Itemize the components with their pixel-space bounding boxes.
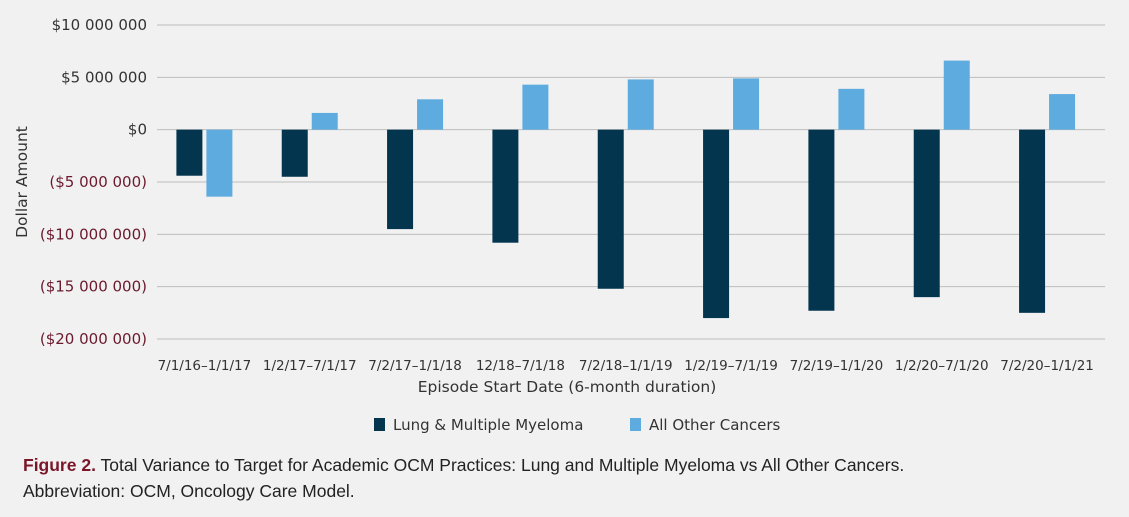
x-tick-label: 7/2/19–1/1/20 — [790, 358, 884, 374]
caption-text: Total Variance to Target for Academic OC… — [95, 455, 905, 475]
bar-lung-myeloma — [703, 129, 730, 319]
bar-other-cancers — [206, 129, 233, 197]
x-tick-label: 7/2/20–1/1/21 — [1000, 358, 1094, 374]
bar-lung-myeloma — [1019, 129, 1046, 313]
x-tick-label: 7/1/16–1/1/17 — [158, 358, 252, 374]
bar-lung-myeloma — [597, 129, 624, 289]
bar-lung-myeloma — [176, 129, 203, 176]
bar-lung-myeloma — [492, 129, 519, 243]
caption-label: Figure 2. — [23, 455, 96, 475]
y-tick-label: $0 — [128, 121, 147, 139]
x-tick-label: 7/2/17–1/1/18 — [368, 358, 462, 374]
x-tick-label: 1/2/17–7/1/17 — [263, 358, 357, 374]
bar-lung-myeloma — [281, 129, 308, 177]
bar-other-cancers — [311, 112, 338, 130]
bar-other-cancers — [733, 78, 760, 130]
caption-abbreviation: Abbreviation: OCM, Oncology Care Model. — [23, 481, 355, 501]
legend-label: All Other Cancers — [649, 416, 781, 434]
y-tick-label: $10 000 000 — [52, 16, 147, 34]
y-tick-label: ($15 000 000) — [40, 278, 147, 296]
x-tick-label: 1/2/19–7/1/19 — [684, 358, 778, 374]
y-tick-label: ($5 000 000) — [49, 173, 147, 191]
y-axis-label: Dollar Amount — [13, 126, 31, 238]
x-tick-label: 7/2/18–1/1/19 — [579, 358, 673, 374]
x-tick-label: 12/18–7/1/18 — [476, 358, 565, 374]
legend-label: Lung & Multiple Myeloma — [393, 416, 583, 434]
bar-lung-myeloma — [808, 129, 835, 311]
bar-other-cancers — [522, 84, 549, 130]
bar-other-cancers — [838, 88, 865, 130]
bar-chart: $10 000 000 $5 000 000 $0 ($5 000 000) ($10 … — [13, 16, 1105, 434]
legend-swatch — [374, 418, 385, 431]
bar-lung-myeloma — [913, 129, 940, 298]
y-tick-label: $5 000 000 — [61, 68, 147, 86]
bar-other-cancers — [417, 99, 444, 130]
y-tick-label: ($10 000 000) — [40, 225, 147, 243]
bar-other-cancers — [943, 60, 970, 130]
figure-caption: Figure 2. Total Variance to Target for A… — [23, 452, 904, 504]
x-tick-label: 1/2/20–7/1/20 — [895, 358, 989, 374]
x-axis-label: Episode Start Date (6-month duration) — [418, 378, 717, 396]
bar-other-cancers — [627, 79, 654, 130]
y-tick-label: ($20 000 000) — [40, 330, 147, 348]
bar-lung-myeloma — [387, 129, 414, 230]
bar-other-cancers — [1049, 94, 1076, 130]
legend-swatch — [630, 418, 641, 431]
